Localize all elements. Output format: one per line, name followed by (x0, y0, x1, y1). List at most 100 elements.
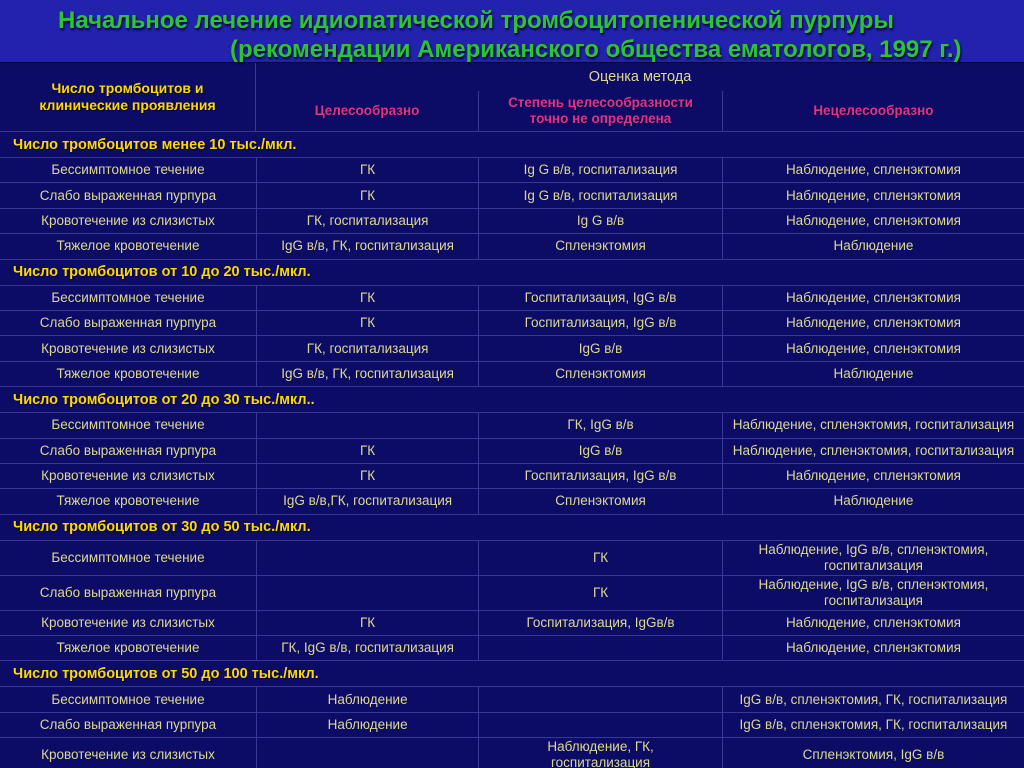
table-cell: ГК, IgG в/в, госпитализация (256, 636, 478, 661)
column-header-inappropriate: Нецелесообразно (721, 91, 1024, 131)
table-cell: Спленэктомия (478, 361, 722, 387)
section-header: Число тромбоцитов менее 10 тыс./мкл. (0, 131, 1024, 157)
row-label: Бессимптомное течение (51, 549, 205, 565)
method-rating-header-group: Оценка метода Целесообразно Степень целе… (256, 63, 1024, 131)
table-cell: ГК (256, 310, 478, 336)
column-header-uncertain: Степень целесообразности точно не опреде… (478, 91, 722, 131)
table-row: Слабо выраженная пурпура ГК IgG в/в Наблюде… (0, 437, 1024, 463)
table-cell: Спленэктомия, IgG в/в (721, 738, 1024, 768)
table-body: Число тромбоцитов менее 10 тыс./мкл. Бесс… (0, 131, 1024, 768)
row-label: Слабо выраженная пурпура (39, 187, 217, 203)
table-cell: Наблюдение (256, 687, 478, 712)
corner-header: Число тромбоцитов и клинические проявлен… (0, 63, 256, 131)
table-cell: IgG в/в,ГК, госпитализация (256, 489, 478, 514)
table-cell: Госпитализация, IgG в/в (478, 463, 722, 489)
table-row: Бессимптомное течение ГК Ig G в/в, госпита… (0, 157, 1024, 183)
table-cell: ГК, IgG в/в (478, 413, 722, 438)
table-cell: Наблюдение, спленэктомия (721, 636, 1024, 661)
table-cell: Спленэктомия (478, 489, 722, 514)
table-cell: IgG в/в (478, 438, 722, 463)
table-cell (478, 636, 722, 661)
row-label: Слабо выраженная пурпура (39, 442, 217, 458)
row-label: Кровотечение из слизистых (41, 468, 215, 484)
table-row: Слабо выраженная пурпура Наблюдение IgG в/… (0, 711, 1024, 738)
section-header: Число тромбоцитов от 20 до 30 тыс./мкл.. (0, 386, 1024, 412)
section-header: Число тромбоцитов от 10 до 20 тыс./мкл. (0, 258, 1024, 285)
row-label: Бессимптомное течение (51, 162, 205, 178)
table-cell: ГК, госпитализация (256, 336, 478, 361)
table-cell (256, 738, 478, 768)
row-label: Тяжелое кровотечение (56, 365, 200, 381)
table-cell: IgG в/в, ГК, госпитализация (256, 234, 478, 259)
table-row: Кровотечение из слизистых Наблюдение, ГК,… (0, 737, 1024, 768)
table-row: Бессимптомное течение ГК Госпитализация, I… (0, 284, 1024, 310)
table-cell: Наблюдение, спленэктомия (721, 463, 1024, 489)
table-cell: Наблюдение, спленэктомия, госпитализация (721, 438, 1024, 463)
table-cell: Госпитализация, IgGв/в (478, 610, 722, 636)
table-cell: Наблюдение, ГК, госпитализация (478, 738, 722, 768)
table-cell: Ig G в/в, госпитализация (478, 183, 722, 208)
table-cell (256, 540, 478, 575)
table-cell: IgG в/в, ГК, госпитализация (256, 361, 478, 387)
row-label: Слабо выраженная пурпура (39, 717, 217, 733)
row-label: Тяжелое кровотечение (56, 640, 200, 656)
title-line-2: (рекомендации Американского общества ема… (230, 36, 962, 63)
table-cell: Госпитализация, IgG в/в (478, 285, 722, 310)
table-row: Тяжелое кровотечение IgG в/в, ГК, госпита… (0, 360, 1024, 387)
table-row: Слабо выраженная пурпура ГК Ig G в/в, госп… (0, 182, 1024, 208)
table-row: Кровотечение из слизистых ГК Госпитализаци… (0, 462, 1024, 489)
row-label: Бессимптомное течение (51, 691, 205, 707)
column-headers-row: Целесообразно Степень целесообразности т… (256, 91, 1024, 131)
table-cell (478, 687, 722, 712)
table-cell: Наблюдение, спленэктомия (721, 158, 1024, 183)
table-header: Число тромбоцитов и клинические проявлен… (0, 63, 1024, 131)
table-cell (478, 712, 722, 738)
table-row: Слабо выраженная пурпура ГК Госпитализация… (0, 309, 1024, 336)
table-row: Кровотечение из слизистых ГК Госпитализаци… (0, 609, 1024, 636)
table-row: Тяжелое кровотечение IgG в/в,ГК, госпитал… (0, 488, 1024, 514)
group-header: Оценка метода (588, 69, 692, 85)
table-row: Кровотечение из слизистых ГК, госпитализа… (0, 207, 1024, 234)
table-cell: Наблюдение, спленэктомия (721, 310, 1024, 336)
row-label: Бессимптомное течение (51, 417, 205, 433)
row-label: Слабо выраженная пурпура (39, 584, 217, 600)
table-cell (256, 575, 478, 610)
table-cell: ГК (478, 540, 722, 575)
row-label: Бессимптомное течение (51, 289, 205, 305)
row-label: Кровотечение из слизистых (41, 212, 215, 228)
table-cell: Наблюдение, спленэктомия (721, 610, 1024, 636)
table-cell: ГК, госпитализация (256, 208, 478, 234)
row-label: Кровотечение из слизистых (41, 747, 215, 763)
table-cell: Ig G в/в, госпитализация (478, 158, 722, 183)
table-row: Слабо выраженная пурпура ГК Наблюдение, Ig… (0, 574, 1024, 610)
table-cell: ГК (256, 438, 478, 463)
table-cell: ГК (256, 610, 478, 636)
table-cell: Наблюдение, спленэктомия, госпитализация (721, 413, 1024, 438)
table-cell: Наблюдение, спленэктомия (721, 336, 1024, 361)
table-row: Бессимптомное течение ГК, IgG в/в Наблюден… (0, 412, 1024, 438)
table-cell: IgG в/в (478, 336, 722, 361)
table-cell: Наблюдение, спленэктомия (721, 183, 1024, 208)
title-line-1: Начальное лечение идиопатической тромбоц… (58, 7, 894, 34)
table-cell: Наблюдение, спленэктомия (721, 285, 1024, 310)
row-label: Слабо выраженная пурпура (39, 315, 217, 331)
table-cell: ГК (256, 285, 478, 310)
column-header-appropriate: Целесообразно (314, 103, 420, 118)
table-cell: Ig G в/в (478, 208, 722, 234)
table-cell: Наблюдение (721, 234, 1024, 259)
table-row: Бессимптомное течение Наблюдение IgG в/в, … (0, 686, 1024, 712)
table-row: Кровотечение из слизистых ГК, госпитализа… (0, 335, 1024, 361)
table-cell: Наблюдение (721, 489, 1024, 514)
slide-title: Начальное лечение идиопатической тромбоц… (0, 0, 1024, 63)
table-cell: Наблюдение (721, 361, 1024, 387)
table-cell: IgG в/в, спленэктомия, ГК, госпитализаци… (721, 712, 1024, 738)
treatment-table: Число тромбоцитов и клинические проявлен… (0, 62, 1024, 768)
table-cell (256, 413, 478, 438)
table-row: Тяжелое кровотечение ГК, IgG в/в, госпита… (0, 635, 1024, 661)
table-cell: IgG в/в, спленэктомия, ГК, госпитализаци… (721, 687, 1024, 712)
row-label: Кровотечение из слизистых (41, 614, 215, 630)
table-cell: ГК (256, 463, 478, 489)
table-cell: ГК (478, 575, 722, 610)
table-row: Бессимптомное течение ГК Наблюдение, IgG в… (0, 539, 1024, 575)
